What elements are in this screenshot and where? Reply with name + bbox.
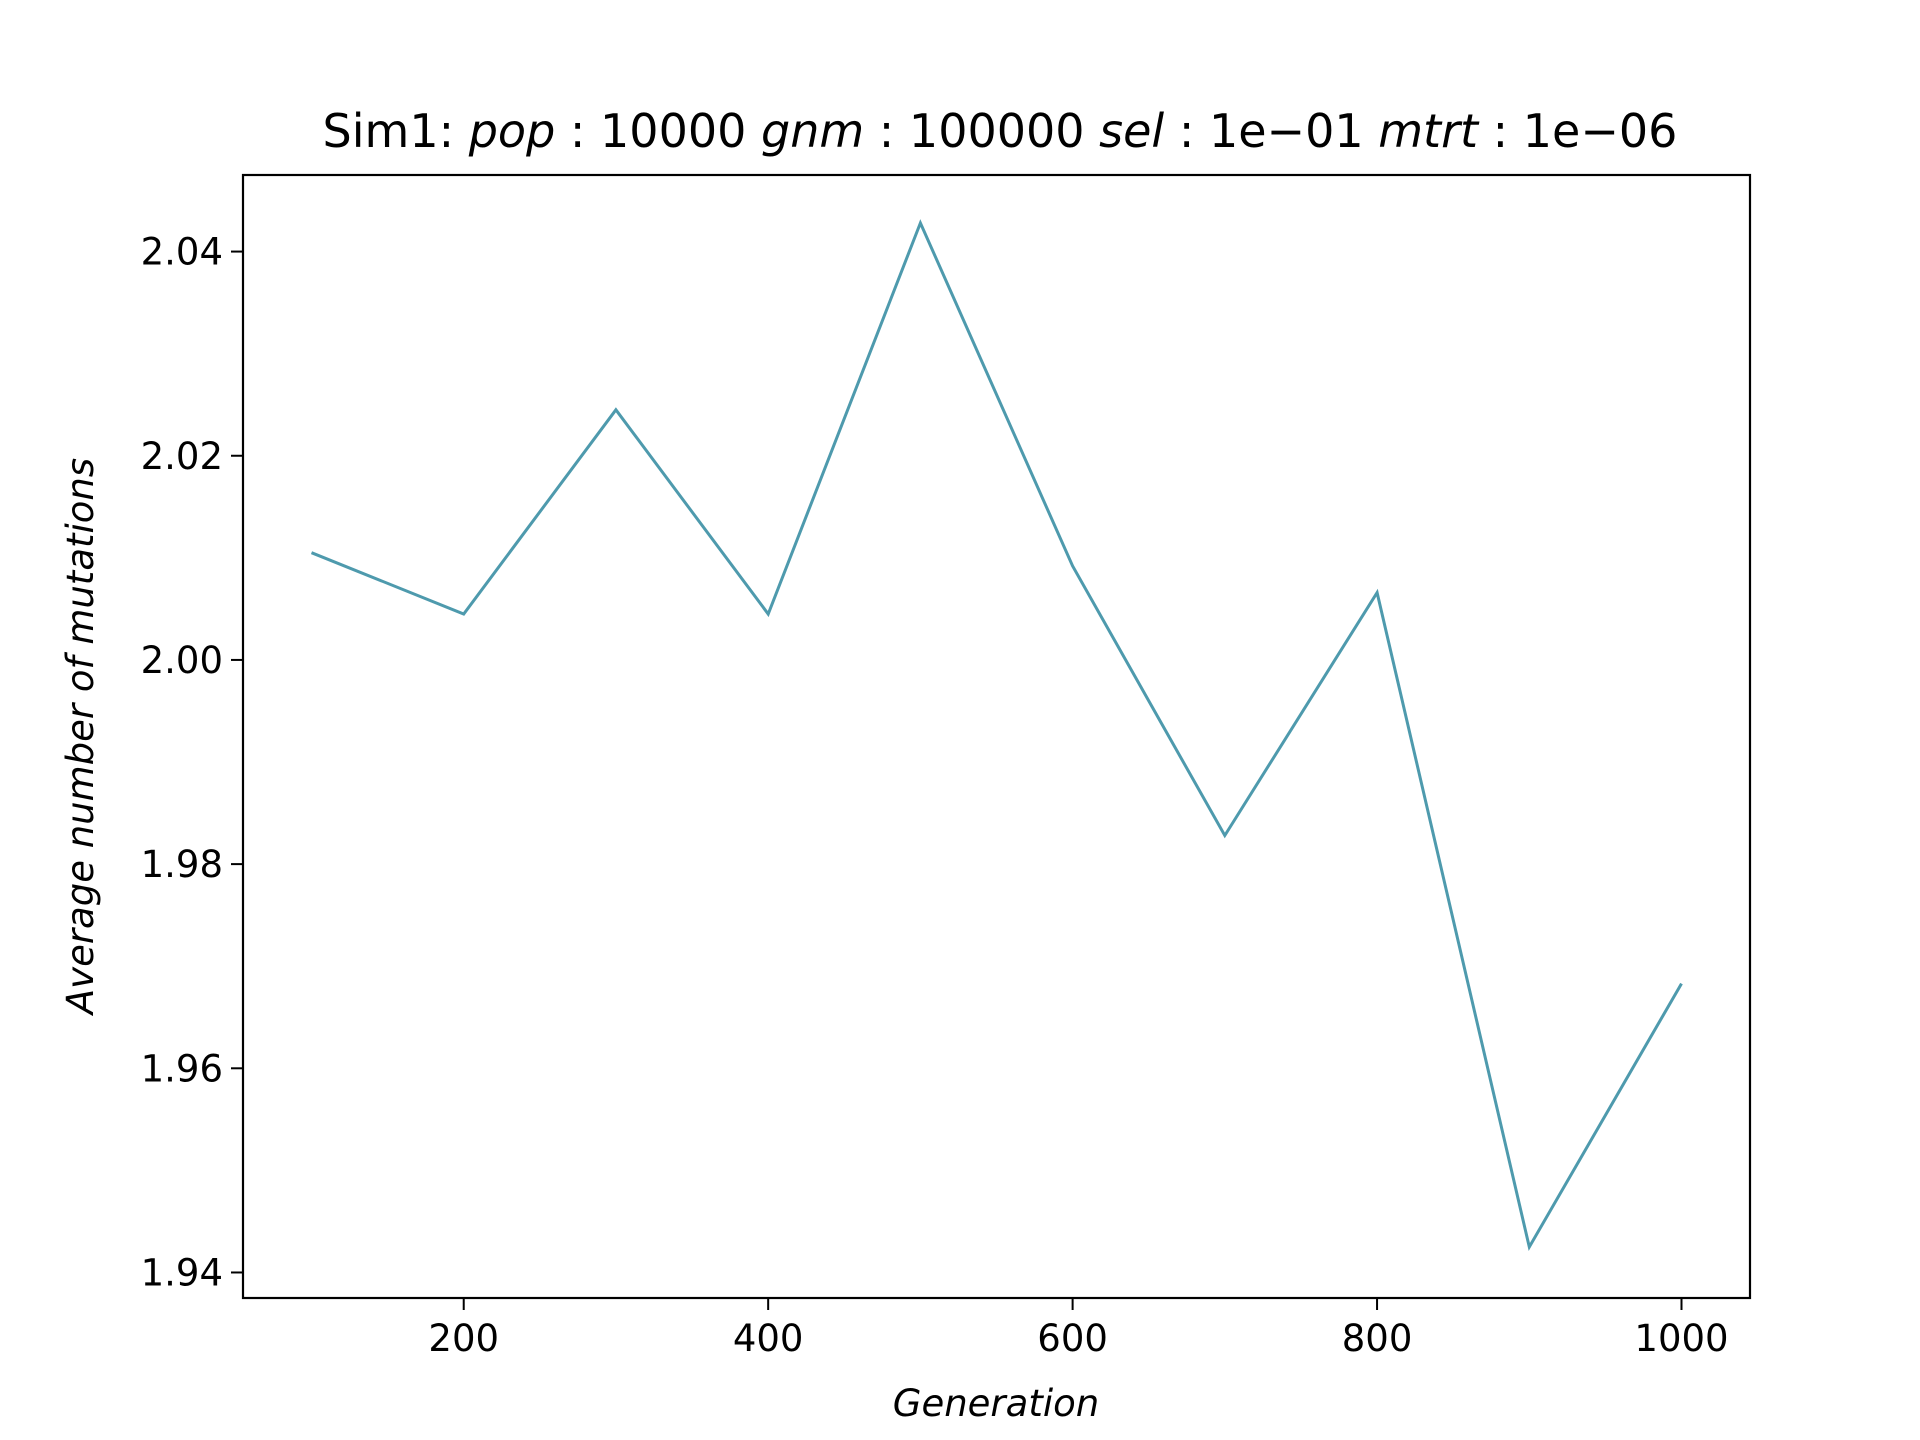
y-axis-label: Average number of mutations — [59, 458, 102, 1016]
title-space-1 — [746, 104, 761, 158]
x-tick-label: 600 — [1037, 1317, 1108, 1360]
y-tick-label: 1.98 — [141, 843, 223, 886]
title-sel-key: sel — [1099, 104, 1164, 158]
title-sep-3: : — [1164, 104, 1209, 158]
y-tick-label: 2.02 — [141, 435, 223, 478]
title-space-3 — [1364, 104, 1379, 158]
x-tick-label: 800 — [1342, 1317, 1413, 1360]
x-axis: 200 400 600 800 1000 — [428, 1298, 1729, 1360]
x-tick-label: 200 — [428, 1317, 499, 1360]
title-gnm-key: gnm — [761, 104, 864, 158]
y-axis: 1.94 1.96 1.98 2.00 2.02 2.04 — [141, 231, 243, 1294]
title-pop-value: 10000 — [600, 104, 746, 158]
title-sep-4: : — [1478, 104, 1523, 158]
y-tick-label: 2.04 — [141, 231, 223, 274]
x-axis-label: Generation — [893, 1382, 1099, 1425]
y-tick-label: 1.94 — [141, 1251, 223, 1294]
title-prefix: Sim1: — [323, 104, 469, 158]
chart-title: Sim1: pop : 10000 gnm : 100000 sel : 1e−… — [323, 104, 1678, 158]
title-sel-value: 1e−01 — [1209, 104, 1364, 158]
x-tick-label: 400 — [733, 1317, 804, 1360]
title-gnm-value: 100000 — [909, 104, 1085, 158]
series-line-0 — [310, 219, 1683, 1252]
plot-frame — [241, 173, 1752, 1300]
plot-area — [310, 219, 1683, 1252]
y-tick-label: 2.00 — [141, 639, 223, 682]
title-pop-key: pop — [468, 104, 556, 158]
y-tick-label: 1.96 — [141, 1047, 223, 1090]
title-space-2 — [1085, 104, 1100, 158]
title-sep-2: : — [864, 104, 909, 158]
x-tick-label: 1000 — [1634, 1317, 1728, 1360]
title-sep-1: : — [555, 104, 600, 158]
title-mtrt-key: mtrt — [1378, 104, 1480, 158]
title-mtrt-value: 1e−06 — [1523, 104, 1678, 158]
